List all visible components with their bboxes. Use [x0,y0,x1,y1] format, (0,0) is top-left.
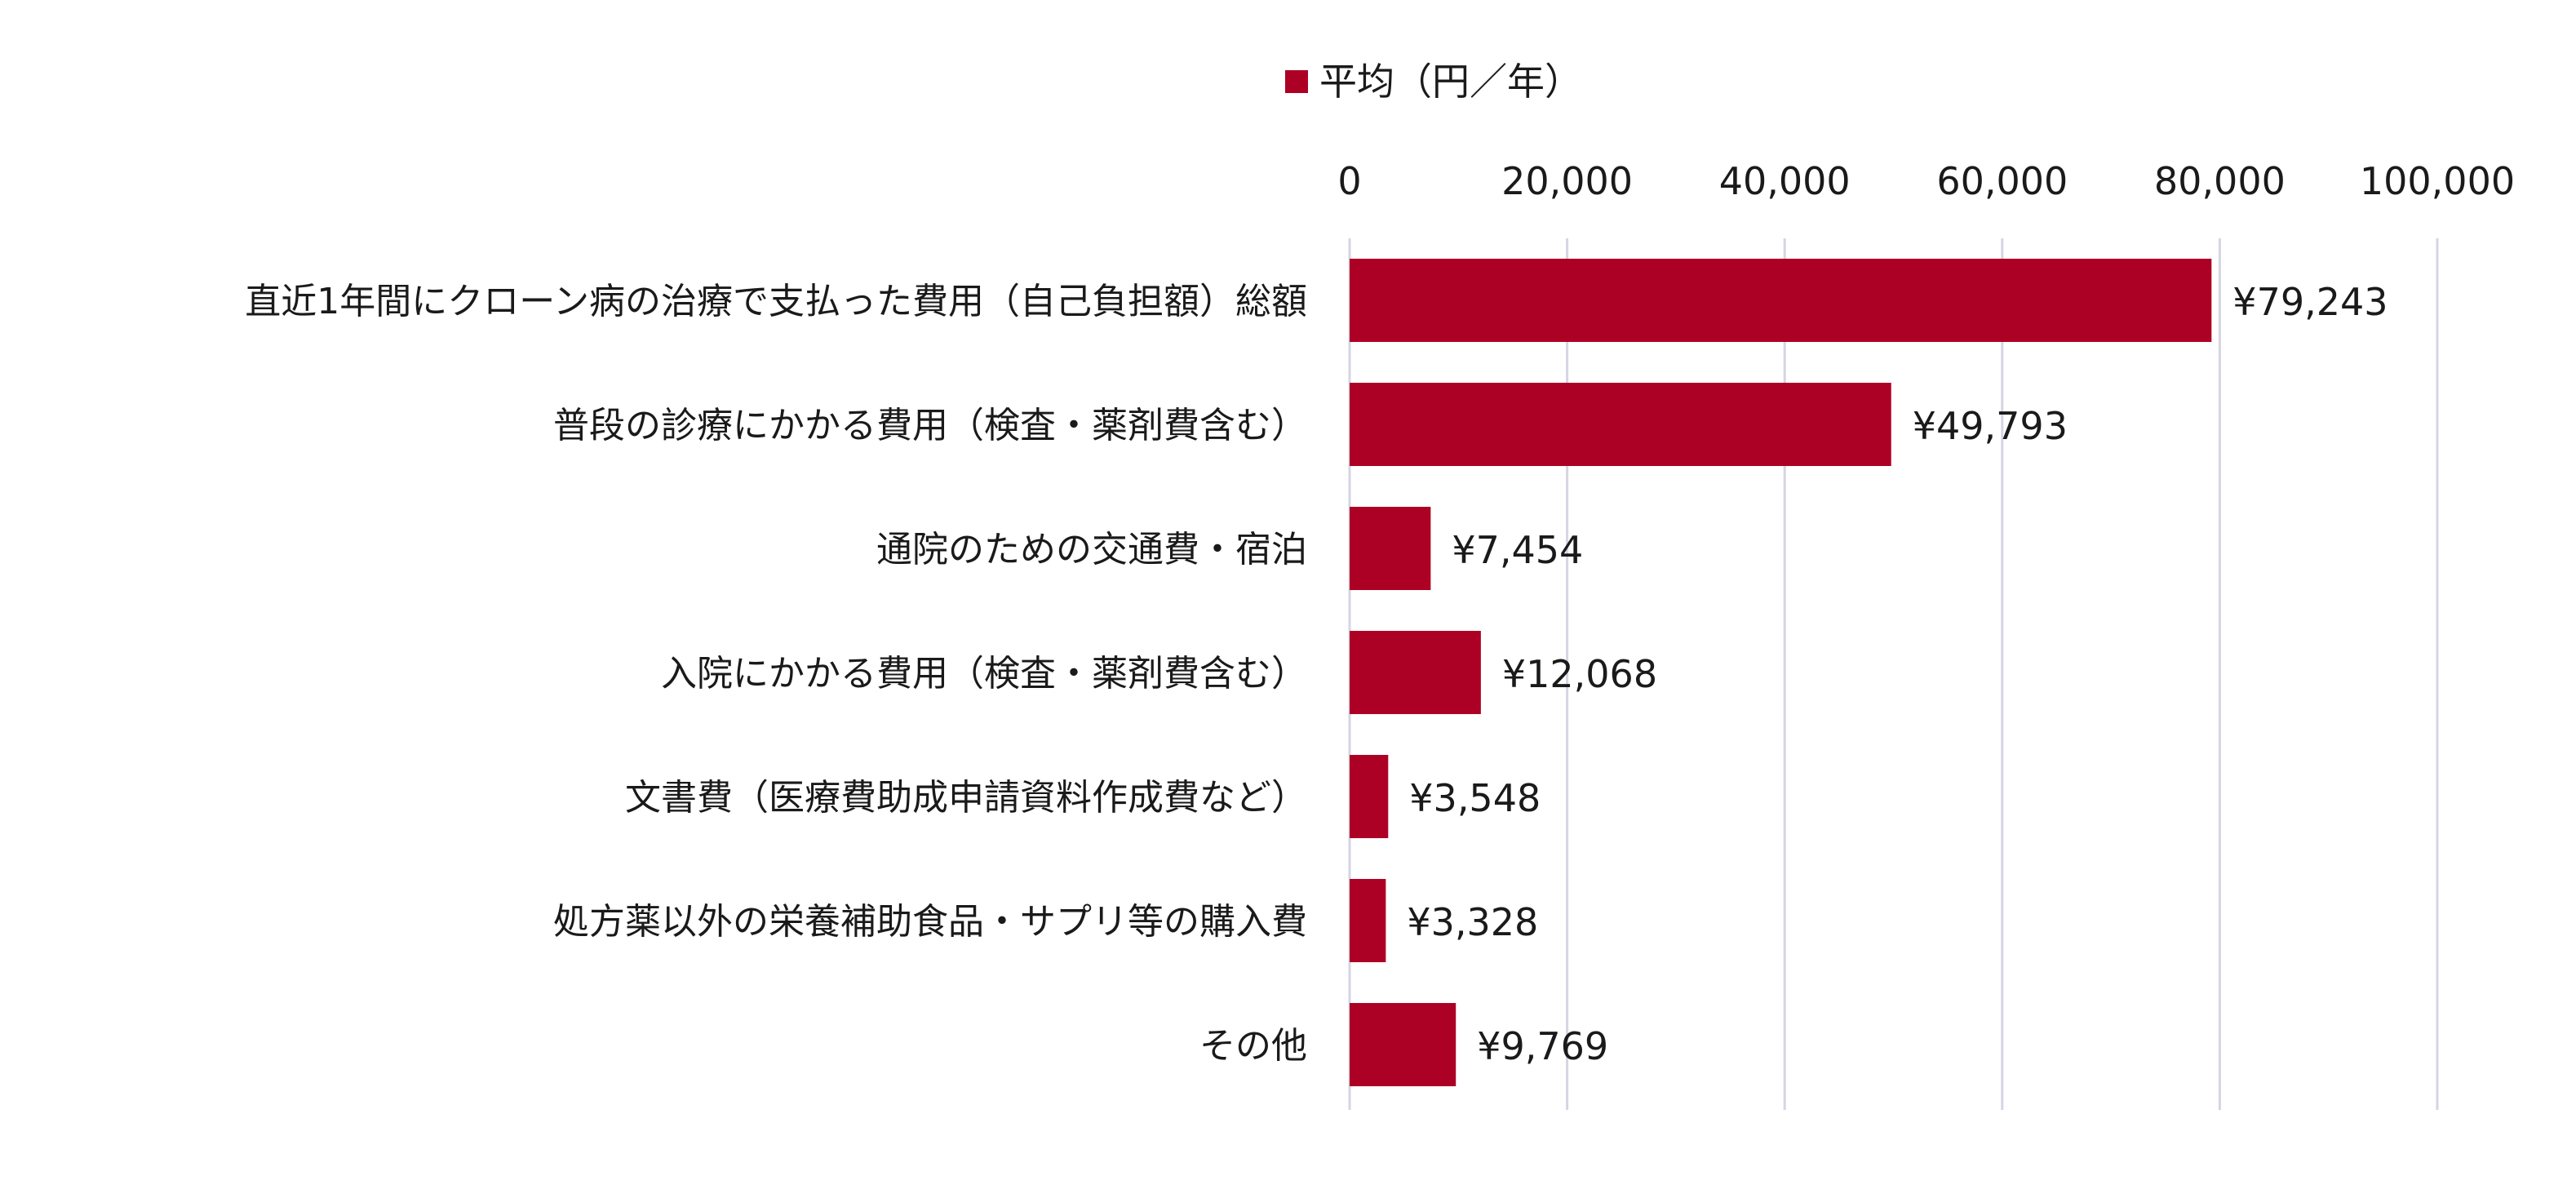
bar [1350,259,2212,342]
x-axis-ticks: 0 20,000 40,000 60,000 80,000 100,000 [1337,159,2515,203]
legend: 平均（円／年） [1285,57,1582,106]
bar [1350,631,1481,714]
x-tick-label: 40,000 [1719,159,1851,203]
category-label: 文書費（医療費助成申請資料作成費など） [625,777,1307,819]
x-tick-label: 80,000 [2154,159,2286,203]
category-label: 直近1年間にクローン病の治療で支払った費用（自己負担額）総額 [245,281,1307,322]
data-label: ¥9,769 [1477,1024,1608,1068]
data-label: ¥3,548 [1409,776,1541,820]
bar [1350,879,1386,962]
category-label: 普段の診療にかかる費用（検査・薬剤費含む） [553,405,1307,446]
legend-label: 平均（円／年） [1319,60,1582,104]
bar [1350,1003,1456,1086]
bars [1350,259,2212,1086]
data-label: ¥3,328 [1407,900,1538,944]
x-tick-label: 20,000 [1501,159,1633,203]
x-tick-label: 60,000 [1936,159,2068,203]
category-labels: 直近1年間にクローン病の治療で支払った費用（自己負担額）総額普段の診療にかかる費… [245,281,1307,1067]
bar [1350,755,1389,838]
category-label: 処方薬以外の栄養補助食品・サプリ等の購入費 [553,901,1307,943]
data-label: ¥12,068 [1502,652,1657,696]
category-label: 通院のための交通費・宿泊 [876,529,1307,570]
data-labels: ¥79,243 ¥49,793 ¥7,454 ¥12,068 ¥3,548 ¥3,328 ¥… [1407,280,2388,1068]
bar [1350,507,1431,590]
category-label: その他 [1199,1025,1307,1067]
category-label: 入院にかかる費用（検査・薬剤費含む） [661,653,1307,695]
data-label: ¥7,454 [1452,528,1583,572]
bar [1350,383,1891,466]
x-tick-label: 100,000 [2360,159,2515,203]
x-tick-label: 0 [1337,159,1361,203]
legend-swatch [1285,70,1308,93]
data-label: ¥49,793 [1913,404,2068,448]
data-label: ¥79,243 [2232,280,2388,324]
